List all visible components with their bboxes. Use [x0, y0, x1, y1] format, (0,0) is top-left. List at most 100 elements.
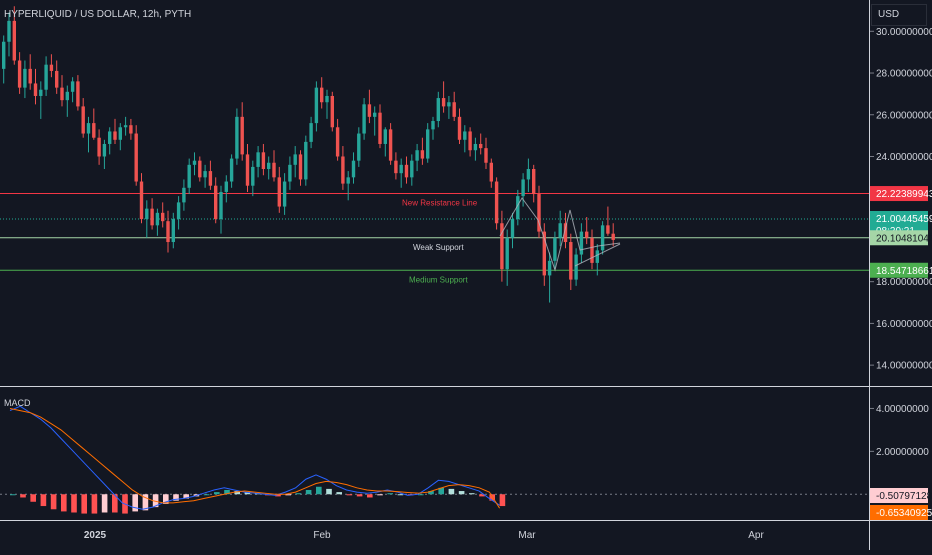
resistance-price-label-bg	[870, 186, 928, 202]
candle-body	[436, 98, 440, 122]
candle	[441, 81, 446, 113]
candle-body	[123, 125, 128, 128]
candle	[304, 135, 308, 186]
macd-histogram-bar	[316, 486, 322, 495]
macd-histogram-bar	[418, 494, 424, 496]
currency-button[interactable]: USD	[871, 4, 927, 26]
candle-body	[182, 187, 186, 203]
candle	[7, 12, 11, 57]
macd-histogram-bar	[163, 494, 169, 504]
macd-histogram-bar	[214, 492, 220, 495]
candle	[394, 152, 398, 180]
candle	[118, 123, 122, 151]
candle	[595, 244, 599, 276]
candle	[108, 127, 112, 155]
candle-body	[108, 131, 112, 144]
candle-body	[256, 152, 260, 167]
resistance-line-label: New Resistance Line	[402, 199, 478, 208]
candle-body	[166, 221, 170, 243]
candle	[500, 210, 504, 282]
candle	[97, 129, 101, 165]
candle-body	[558, 223, 562, 238]
signal-value-label-bg	[870, 505, 928, 520]
candle	[76, 75, 80, 111]
macd-histogram-bar	[152, 494, 159, 508]
candle-body	[452, 102, 456, 117]
macd-histogram-bar	[224, 489, 230, 495]
candle-body	[606, 225, 610, 234]
candle-body	[219, 191, 223, 220]
medium-support-price-label-bg	[870, 262, 928, 278]
candle-body	[309, 123, 313, 142]
candle-body	[171, 219, 175, 243]
macd-histogram-bar	[40, 494, 47, 507]
candle-body	[500, 223, 504, 270]
candle	[611, 223, 615, 247]
candle-body	[457, 116, 462, 140]
candle-body	[28, 68, 32, 84]
candle	[579, 223, 584, 263]
candle	[176, 196, 181, 230]
macd-histogram-bar	[285, 494, 292, 496]
candle-body	[304, 141, 308, 180]
macd-histogram-bar	[91, 494, 98, 514]
candle	[261, 143, 266, 176]
weak-support-price-label-bg	[870, 230, 928, 246]
candle	[532, 164, 536, 203]
candle	[426, 123, 430, 163]
candle-body	[39, 89, 43, 96]
candle	[28, 54, 32, 90]
candle-body	[134, 133, 138, 182]
candle	[346, 171, 350, 201]
candle-body	[579, 231, 584, 255]
candle-body	[426, 129, 430, 159]
candle	[468, 127, 472, 157]
time-axis-label: Feb	[313, 530, 331, 541]
candle	[113, 118, 117, 144]
price-axis-tick-label: 16.00000000	[876, 319, 932, 330]
candle	[145, 200, 149, 238]
weak-support-line-label: Weak Support	[413, 243, 464, 252]
candle	[192, 152, 197, 176]
candle	[150, 198, 154, 230]
candle	[320, 77, 324, 109]
candle-body	[92, 123, 96, 138]
macd-histogram-bar	[499, 494, 506, 507]
candle-body	[553, 237, 557, 261]
candle-body	[261, 152, 266, 170]
candle-body	[351, 160, 356, 178]
candle	[70, 77, 75, 103]
candle-body	[479, 143, 483, 149]
macd-histogram-bar	[295, 493, 302, 495]
candle	[161, 202, 165, 228]
macd-histogram-bar	[10, 494, 16, 496]
candle-body	[7, 20, 11, 42]
price-axis-tick-label: 26.00000000	[876, 110, 932, 121]
candle-body	[65, 91, 69, 101]
candle-body	[288, 164, 292, 182]
macd-value-label: -0.50797128	[876, 491, 932, 502]
candle	[203, 164, 207, 188]
candle	[208, 160, 213, 190]
candle	[505, 229, 509, 286]
candle	[484, 137, 488, 170]
candle-body	[155, 212, 160, 226]
macd-histogram-bar	[275, 494, 281, 497]
macd-histogram-bar	[356, 494, 363, 497]
candle-body	[86, 123, 91, 134]
macd-histogram-bar	[183, 494, 190, 499]
candle	[510, 212, 515, 249]
candle	[282, 173, 287, 215]
candle	[92, 108, 96, 140]
macd-histogram-bar	[132, 494, 139, 512]
macd-histogram-bar	[112, 494, 118, 513]
candle	[166, 210, 170, 253]
candle-body	[70, 81, 75, 92]
candle-body	[410, 160, 414, 178]
candle	[229, 154, 234, 188]
candle	[277, 166, 281, 213]
candle	[65, 85, 69, 117]
candle-body	[362, 104, 366, 134]
candle-body	[367, 104, 372, 117]
